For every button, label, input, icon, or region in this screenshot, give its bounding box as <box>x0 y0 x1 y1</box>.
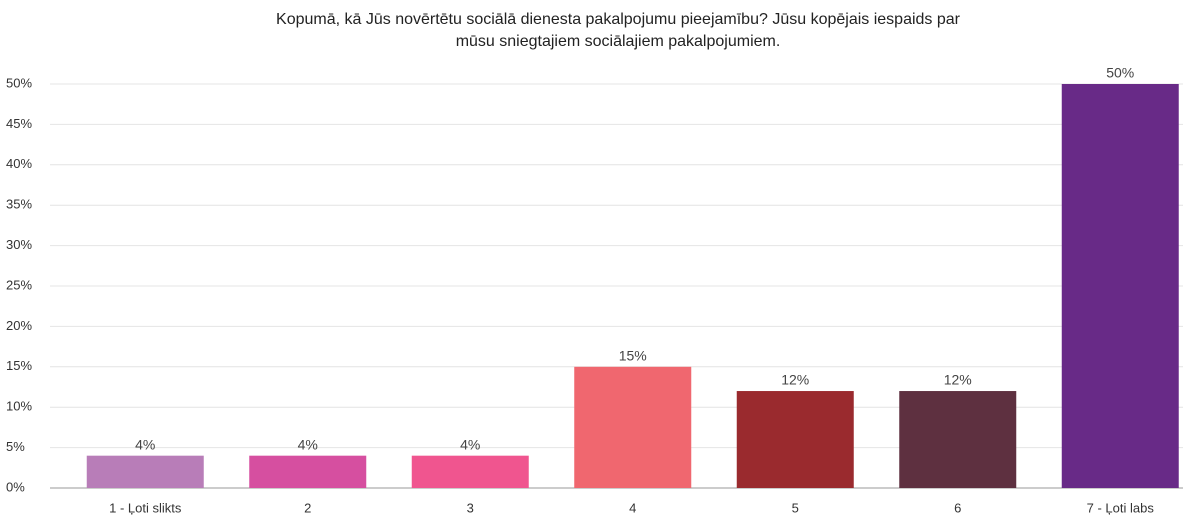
y-tick-label: 15% <box>6 358 32 373</box>
chart-title: Kopumā, kā Jūs novērtētu sociālā dienest… <box>276 11 961 28</box>
bar <box>249 455 367 488</box>
value-label: 12% <box>944 372 972 388</box>
y-tick-label: 20% <box>6 318 32 333</box>
bar <box>86 455 204 488</box>
y-tick-label: 45% <box>6 116 32 131</box>
value-label: 4% <box>135 436 155 452</box>
value-label: 50% <box>1106 65 1134 81</box>
bar <box>899 391 1017 488</box>
x-tick-label: 7 - Ļoti labs <box>1087 500 1155 515</box>
value-label: 15% <box>619 348 647 364</box>
value-label: 12% <box>781 372 809 388</box>
y-tick-label: 30% <box>6 237 32 252</box>
y-tick-label: 10% <box>6 399 32 414</box>
bar <box>574 366 692 488</box>
y-tick-label: 40% <box>6 156 32 171</box>
x-tick-label: 1 - Ļoti slikts <box>109 500 182 515</box>
bar <box>411 455 529 488</box>
x-tick-label: 4 <box>629 500 636 515</box>
x-tick-label: 6 <box>954 500 961 515</box>
chart-title: mūsu sniegtajiem sociālajiem pakalpojumi… <box>456 33 781 50</box>
value-label: 4% <box>460 436 480 452</box>
y-tick-label: 50% <box>6 75 32 90</box>
y-tick-label: 25% <box>6 277 32 292</box>
value-label: 4% <box>298 436 318 452</box>
bar <box>1061 84 1179 488</box>
bar <box>736 391 854 488</box>
x-tick-label: 5 <box>792 500 799 515</box>
y-tick-label: 5% <box>6 439 25 454</box>
y-tick-label: 35% <box>6 197 32 212</box>
x-tick-label: 3 <box>467 500 474 515</box>
y-tick-label: 0% <box>6 479 25 494</box>
x-tick-label: 2 <box>304 500 311 515</box>
